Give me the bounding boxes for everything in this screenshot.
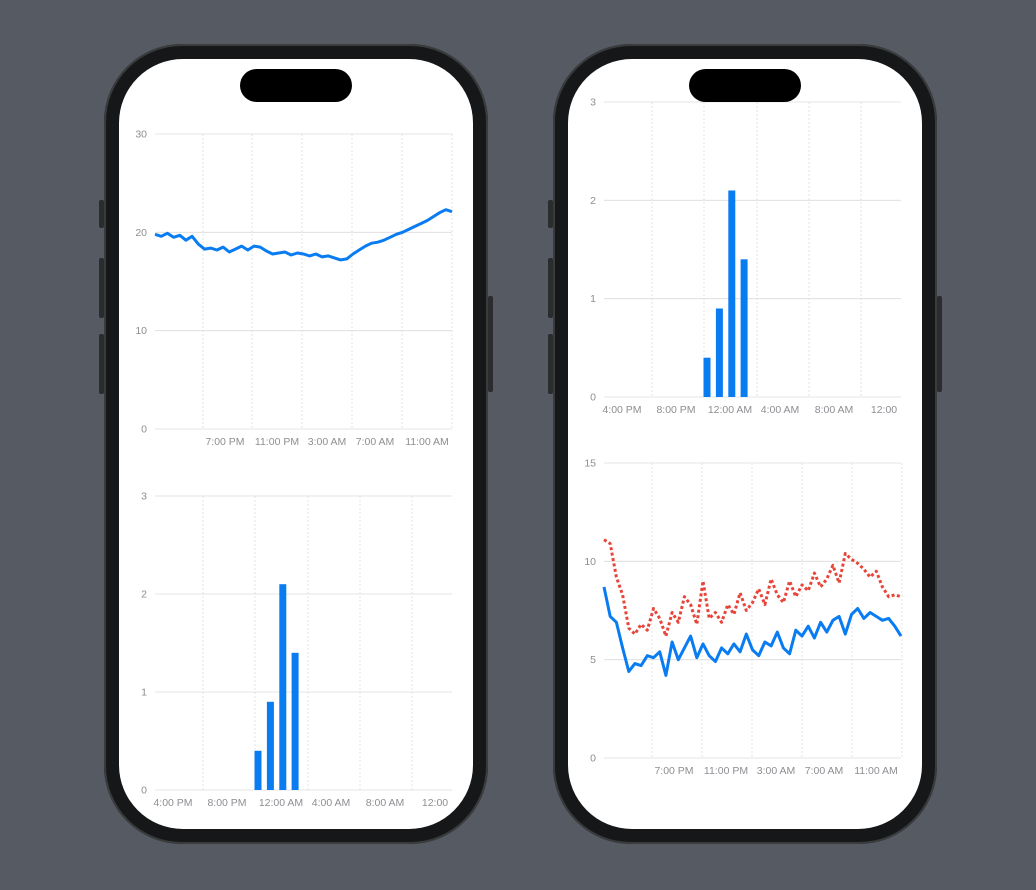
y-tick-label: 20 (135, 227, 147, 239)
x-tick-label: 4:00 AM (312, 797, 351, 809)
volume-up-button (548, 258, 553, 318)
volume-down-button (548, 334, 553, 394)
x-tick-label: 12:00 (422, 797, 448, 809)
bar (291, 652, 299, 790)
volume-down-button (99, 334, 104, 394)
y-tick-label: 2 (590, 195, 596, 207)
series-line-1 (603, 538, 902, 638)
chart-0: 0 10 20 30 7:00 PM 11:00 PM 3:00 AM 7:00 AM 11:0… (135, 129, 453, 448)
y-tick-label: 30 (135, 129, 147, 141)
bar (728, 190, 736, 397)
bar (279, 584, 287, 790)
action-button (99, 200, 104, 228)
x-tick-label: 7:00 AM (805, 765, 844, 777)
bar (266, 701, 274, 790)
y-tick-label: 3 (141, 491, 147, 503)
y-tick-label: 10 (584, 556, 596, 568)
x-tick-label: 8:00 AM (366, 797, 405, 809)
x-tick-label: 7:00 PM (654, 765, 693, 777)
x-tick-label: 7:00 AM (356, 436, 395, 448)
x-tick-label: 4:00 AM (761, 404, 800, 416)
x-tick-label: 8:00 PM (656, 404, 695, 416)
y-tick-label: 10 (135, 325, 147, 337)
charts-right: 0 1 2 3 4:00 PM 8:00 PM 12:00 AM 4:00 AM 8:00 AM… (584, 97, 903, 777)
bar (703, 357, 711, 397)
x-tick-label: 3:00 AM (308, 436, 347, 448)
bar (740, 259, 748, 397)
x-tick-label: 12:00 (871, 404, 897, 416)
side-button (937, 296, 942, 392)
bar (254, 750, 262, 790)
series-line-0 (154, 208, 453, 262)
x-tick-label: 11:00 AM (405, 436, 449, 448)
y-tick-label: 15 (584, 458, 596, 470)
x-tick-label: 4:00 PM (602, 404, 641, 416)
series-line-0 (602, 586, 903, 677)
chart-2: 0 1 2 3 4:00 PM 8:00 PM 12:00 AM 4:00 AM 8:00 AM… (590, 97, 901, 416)
x-tick-label: 12:00 AM (259, 797, 303, 809)
x-tick-label: 3:00 AM (757, 765, 796, 777)
x-tick-label: 8:00 AM (815, 404, 854, 416)
y-tick-label: 0 (141, 785, 147, 797)
y-tick-label: 0 (590, 392, 596, 404)
volume-up-button (99, 258, 104, 318)
x-tick-label: 4:00 PM (153, 797, 192, 809)
side-button (488, 296, 493, 392)
x-tick-label: 7:00 PM (205, 436, 244, 448)
bar (715, 308, 723, 397)
y-tick-label: 1 (590, 293, 596, 305)
x-tick-label: 8:00 PM (207, 797, 246, 809)
screen-right: 0 1 2 3 4:00 PM 8:00 PM 12:00 AM 4:00 AM 8:00 AM… (568, 59, 922, 829)
screen-left: 0 10 20 30 7:00 PM 11:00 PM 3:00 AM 7:00 AM 11:0… (119, 59, 473, 829)
x-tick-label: 12:00 AM (708, 404, 752, 416)
y-tick-label: 0 (590, 753, 596, 765)
y-tick-label: 3 (590, 97, 596, 109)
phone-right: 0 1 2 3 4:00 PM 8:00 PM 12:00 AM 4:00 AM 8:00 AM… (548, 44, 942, 844)
y-tick-label: 2 (141, 589, 147, 601)
dynamic-island (240, 69, 352, 102)
x-tick-label: 11:00 AM (854, 765, 898, 777)
x-tick-label: 11:00 PM (704, 765, 748, 777)
chart-1: 0 1 2 3 4:00 PM 8:00 PM 12:00 AM 4:00 AM 8:00 AM… (141, 491, 452, 809)
y-tick-label: 0 (141, 424, 147, 436)
x-tick-label: 11:00 PM (255, 436, 299, 448)
action-button (548, 200, 553, 228)
phone-left: 0 10 20 30 7:00 PM 11:00 PM 3:00 AM 7:00 AM 11:0… (99, 44, 493, 844)
y-tick-label: 5 (590, 654, 596, 666)
dynamic-island (689, 69, 801, 102)
y-tick-label: 1 (141, 687, 147, 699)
chart-3: 0 5 10 15 7:00 PM 11:00 PM 3:00 AM 7:00 AM 11:00… (584, 458, 903, 777)
